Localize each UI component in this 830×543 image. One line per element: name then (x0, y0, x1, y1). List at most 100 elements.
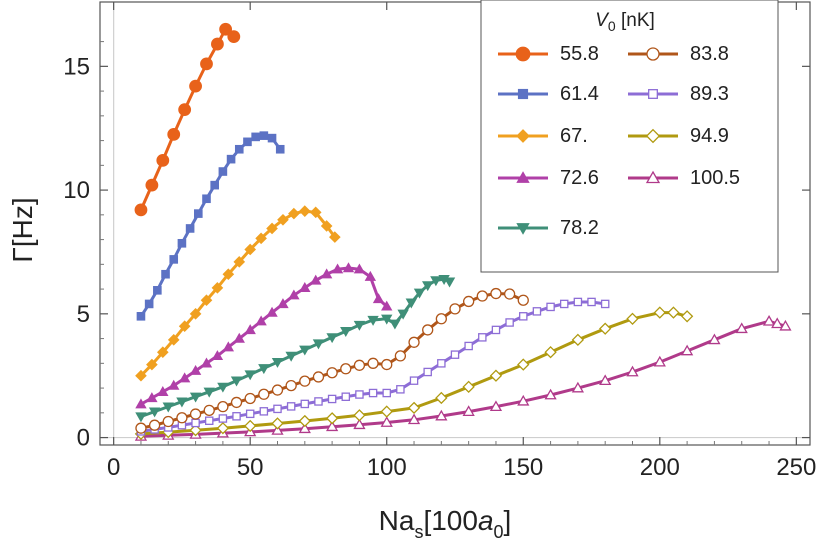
data-point (203, 404, 215, 417)
data-point (234, 144, 244, 154)
x-axis-title-italic-sub: 0 (494, 522, 504, 542)
data-point (211, 282, 224, 294)
x-axis-title-rest: [100 (423, 505, 478, 536)
data-point (342, 262, 355, 273)
data-point (169, 255, 179, 264)
data-point (325, 420, 339, 432)
data-point (189, 79, 202, 93)
data-point (389, 319, 401, 330)
legend: V0 [nK] 55.8 61.4 67. 72.6 78.2 83.8 89.3 94.9 1… (480, 0, 779, 273)
data-point (202, 194, 211, 204)
data-point (546, 302, 555, 312)
data-point (532, 307, 542, 316)
series-72_6 (135, 262, 393, 409)
data-point (516, 171, 530, 183)
x-axis-title-main: Na (379, 505, 415, 536)
data-point (517, 88, 529, 100)
data-point (189, 408, 202, 420)
series-55_8 (134, 22, 241, 217)
data-point (277, 298, 289, 309)
data-point (464, 341, 473, 351)
legend-title-unit: [nK] (616, 10, 655, 31)
data-point (298, 414, 311, 428)
data-point (271, 384, 284, 396)
data-point (544, 346, 557, 359)
data-point (277, 213, 289, 226)
data-point (233, 256, 246, 268)
data-point (571, 381, 585, 393)
data-point (299, 282, 311, 292)
data-point (266, 222, 278, 235)
data-point (320, 268, 333, 279)
data-point (210, 180, 219, 190)
legend-item-100_5: 100.5 (628, 167, 740, 189)
y-tick-label: 0 (77, 425, 90, 452)
data-point (259, 407, 269, 416)
data-point (409, 376, 419, 385)
data-point (353, 359, 366, 371)
data-point (288, 289, 300, 300)
data-point (646, 47, 660, 61)
legend-item-55_8: 55.8 (498, 43, 599, 65)
data-point (211, 350, 224, 361)
data-point (135, 369, 147, 382)
data-point (178, 372, 191, 383)
data-point (245, 409, 255, 419)
legend-label: 94.9 (690, 125, 729, 147)
data-point (505, 318, 514, 327)
data-point (176, 412, 188, 424)
legend-label: 55.8 (560, 43, 599, 65)
legend-label: 100.5 (690, 167, 740, 189)
data-point (271, 424, 284, 435)
data-point (367, 357, 379, 369)
data-point (476, 290, 488, 302)
data-point (157, 385, 169, 396)
data-point (340, 327, 352, 337)
data-point (232, 412, 241, 421)
data-point (462, 405, 475, 416)
x-tick-label: 100 (367, 454, 407, 481)
legend-title-symbol: V (595, 10, 610, 31)
data-point (251, 132, 260, 142)
data-point (218, 167, 228, 176)
data-point (275, 144, 285, 154)
data-point (519, 312, 528, 321)
data-point (450, 350, 460, 359)
data-point (517, 358, 530, 371)
data-point (516, 223, 530, 235)
data-point (156, 346, 169, 359)
legend-label: 83.8 (690, 43, 729, 65)
data-point (559, 299, 569, 309)
data-point (177, 238, 187, 248)
data-point (489, 369, 503, 382)
data-point (162, 402, 174, 413)
data-point (364, 270, 377, 281)
data-point (135, 412, 147, 423)
data-point (680, 344, 694, 356)
data-point (217, 382, 229, 393)
data-point (462, 380, 475, 394)
data-point (185, 224, 195, 233)
data-point (544, 388, 557, 400)
data-point (353, 320, 366, 331)
series-line (139, 27, 236, 212)
data-point (244, 392, 256, 405)
data-point (517, 294, 529, 306)
plot-frame-rect (99, 1, 811, 446)
data-point (422, 324, 434, 336)
data-point (298, 422, 311, 434)
data-point (134, 203, 148, 217)
data-point (266, 306, 278, 317)
data-point (146, 392, 158, 403)
series-layer (134, 22, 792, 441)
data-point (626, 312, 639, 325)
data-point (413, 288, 426, 299)
data-point (156, 153, 170, 167)
legend-title-sub: 0 (608, 18, 616, 34)
data-point (762, 314, 776, 326)
series-61_4 (136, 131, 285, 321)
data-point (423, 367, 432, 377)
data-point (449, 303, 461, 315)
data-point (708, 333, 721, 345)
